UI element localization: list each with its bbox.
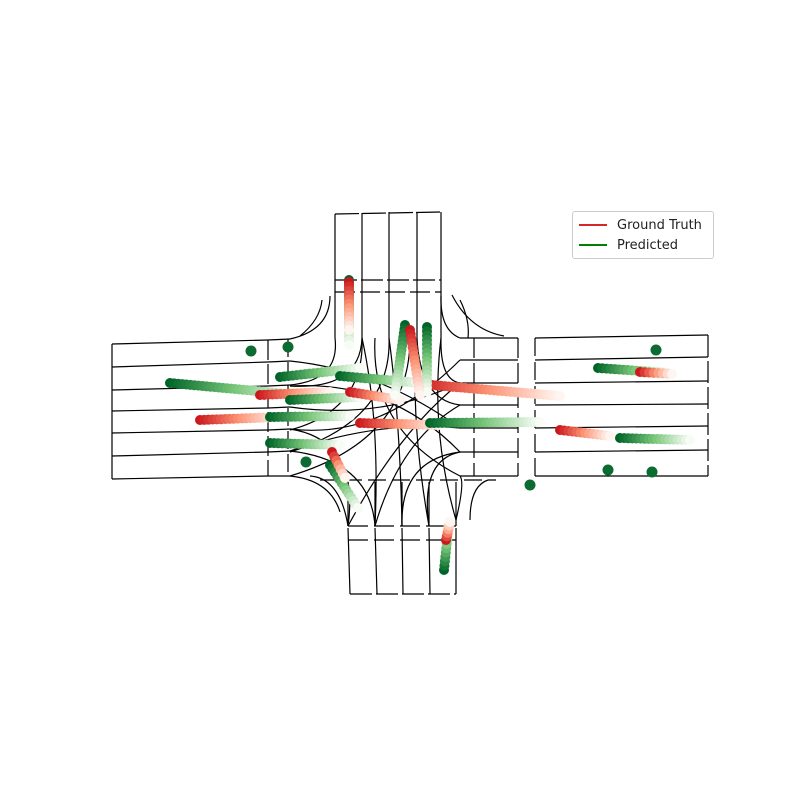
lane-line [268,429,290,430]
lane-line [535,335,708,338]
corner-curve [452,295,504,336]
trajectory-point [555,391,565,401]
connector-curve [441,338,460,383]
lane-line [268,385,290,386]
lane-line [112,408,268,411]
corner-curve [290,296,330,339]
trajectory-point [535,417,545,427]
trajectory-point [685,435,695,445]
trajectory-point [667,369,677,379]
lane-line [375,528,377,594]
lane-line [535,450,708,452]
lane-line [535,357,708,360]
lane-line [112,476,268,479]
lane-line [268,451,290,452]
static-agent-point [603,465,614,476]
trajectory-point [335,440,345,450]
trajectories [165,275,695,575]
static-agent-point [283,342,294,353]
lane-map [112,212,708,594]
static-agent-point [647,467,658,478]
lane-line [112,362,268,367]
static-agent-point [301,457,312,468]
trajectory-point [390,390,400,400]
lane-line [535,381,708,383]
legend: Ground Truth Predicted [572,211,714,259]
legend-swatch-ground-truth [579,224,607,226]
legend-label-ground-truth: Ground Truth [617,218,702,233]
legend-entry-ground-truth: Ground Truth [579,216,702,234]
corner-curve [460,300,468,338]
lane-line [402,528,403,594]
trajectory-point [340,473,350,483]
lane-line [535,404,708,405]
connector-curve [402,452,460,526]
legend-swatch-predicted [579,244,607,246]
legend-label-predicted: Predicted [617,238,678,253]
trajectory-point [344,325,354,335]
trajectory-point [355,363,365,373]
lane-line [112,340,268,344]
trajectory-point [445,517,455,527]
static-agent-point [525,480,536,491]
trajectory-point [344,340,354,350]
lane-line [268,339,290,340]
corner-curve [470,480,488,520]
trajectory-point [415,390,425,400]
lane-line [268,407,290,408]
trajectory-point [353,503,363,513]
lane-line [112,452,268,456]
static-agent-point [246,346,257,357]
corner-curve [441,296,460,338]
lane-line [268,361,290,362]
lane-line [112,430,268,433]
lane-line [348,528,350,594]
trajectory-point [605,431,615,441]
corner-curve [290,476,340,512]
trajectory-point [345,411,355,421]
legend-entry-predicted: Predicted [579,236,678,254]
corner-curve [456,476,462,520]
lane-edge [335,212,441,214]
static-agent-point [651,345,662,356]
lane-line [429,528,430,594]
